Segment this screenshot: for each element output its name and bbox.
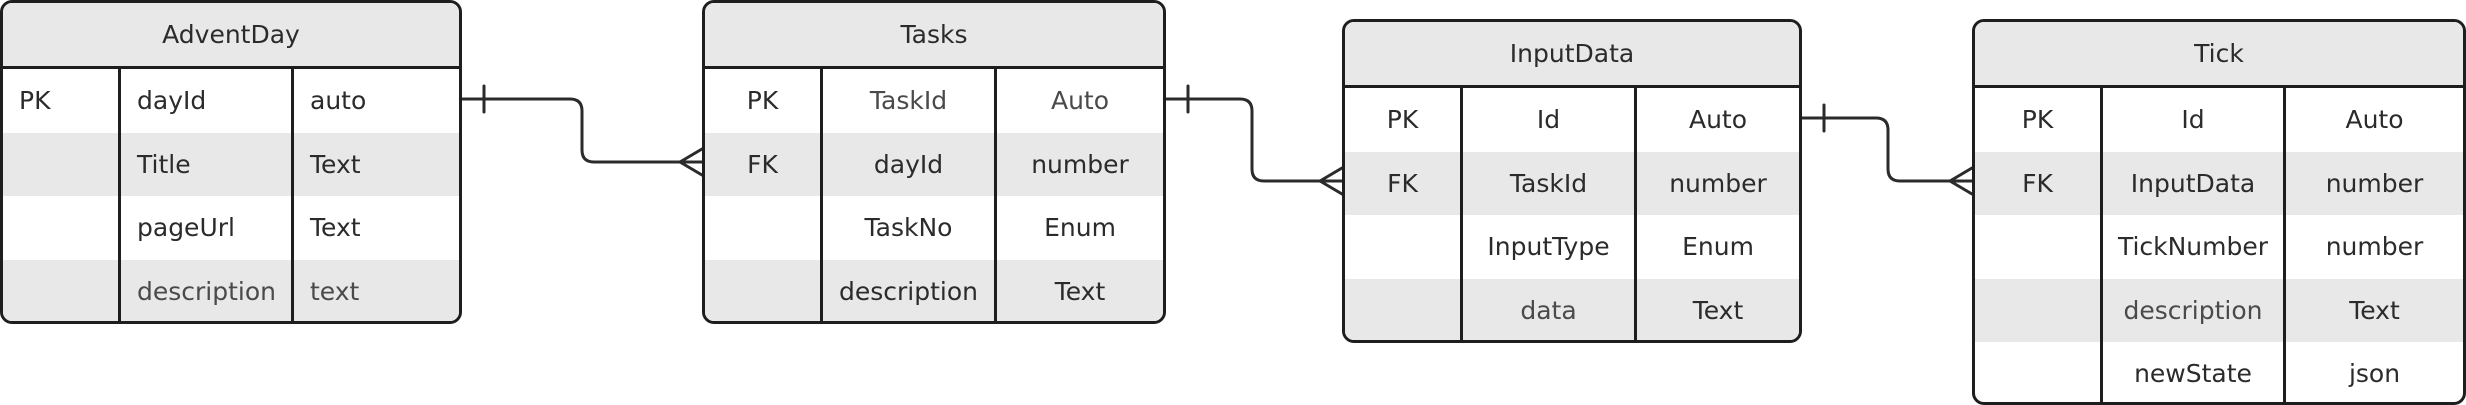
field-cell: newState: [2100, 342, 2283, 402]
key-cell: [3, 133, 118, 197]
field-cell: pageUrl: [118, 196, 291, 260]
type-cell: Text: [994, 259, 1163, 321]
relationship-adventday-tasks: [460, 84, 704, 177]
table-row: PK Id Auto: [1975, 88, 2463, 152]
entity-tasks: Tasks PK TaskId Auto FK dayId number Tas…: [702, 0, 1166, 324]
field-cell: Id: [1460, 88, 1634, 152]
many-marker-top: [678, 147, 704, 164]
entity-adventday: AdventDay PK dayId auto Title Text pageU…: [0, 0, 462, 324]
type-cell: Text: [2283, 278, 2463, 342]
table-row: FK TaskId number: [1345, 151, 1799, 215]
type-cell: number: [994, 132, 1163, 196]
table-row: InputType Enum: [1345, 215, 1799, 279]
key-cell: [1345, 279, 1460, 341]
key-cell: [3, 260, 118, 322]
table-row: TaskNo Enum: [705, 196, 1163, 260]
type-cell: Auto: [994, 69, 1163, 133]
field-cell: TickNumber: [2100, 215, 2283, 279]
field-cell: dayId: [820, 132, 994, 196]
entity-title: AdventDay: [3, 3, 459, 69]
field-cell: InputType: [1460, 215, 1634, 279]
entity-title: InputData: [1345, 22, 1799, 88]
type-cell: number: [2283, 215, 2463, 279]
key-cell: [1345, 215, 1460, 279]
table-row: FK InputData number: [1975, 151, 2463, 215]
type-cell: number: [2283, 151, 2463, 215]
key-cell: [1975, 342, 2100, 402]
entity-title: Tasks: [705, 3, 1163, 69]
field-cell: description: [118, 259, 291, 321]
table-row: FK dayId number: [705, 132, 1163, 196]
table-row: description Text: [705, 259, 1163, 322]
key-cell: [705, 196, 820, 260]
relationship-tasks-inputdata: [1164, 84, 1344, 196]
type-cell: number: [1634, 151, 1799, 215]
type-cell: Enum: [1634, 215, 1799, 279]
many-marker-bottom: [1948, 179, 1974, 196]
type-cell: Enum: [994, 196, 1163, 260]
field-cell: TaskNo: [820, 196, 994, 260]
many-marker-top: [1318, 166, 1344, 183]
relationship-line: [460, 97, 704, 164]
table-row: TickNumber number: [1975, 215, 2463, 279]
key-cell: PK: [1386, 105, 1419, 135]
field-cell: description: [2100, 278, 2283, 342]
field-cell: InputData: [2100, 151, 2283, 215]
many-marker-bottom: [1318, 179, 1344, 196]
table-row: pageUrl Text: [3, 196, 459, 260]
field-cell: Id: [2100, 88, 2283, 152]
key-cell: [1975, 279, 2100, 343]
relationship-line: [1164, 97, 1344, 183]
table-row: description text: [3, 259, 459, 322]
relationship-line: [1800, 116, 1974, 183]
key-cell: [1975, 215, 2100, 279]
key-cell: FK: [747, 149, 778, 179]
type-cell: Text: [1634, 278, 1799, 340]
type-cell: Auto: [2283, 88, 2463, 152]
entity-tick: Tick PK Id Auto FK InputData number Tick…: [1972, 19, 2466, 405]
type-cell: Auto: [1634, 88, 1799, 152]
entity-inputdata: InputData PK Id Auto FK TaskId number In…: [1342, 19, 1802, 343]
type-cell: auto: [291, 69, 459, 133]
key-cell: [3, 196, 118, 260]
type-cell: json: [2283, 342, 2463, 402]
key-cell: PK: [2021, 105, 2054, 135]
type-cell: text: [291, 259, 459, 321]
key-cell: [705, 260, 820, 322]
field-cell: description: [820, 259, 994, 321]
entity-title: Tick: [1975, 22, 2463, 88]
key-cell: FK: [1387, 168, 1418, 198]
type-cell: Text: [291, 132, 459, 196]
table-row: PK dayId auto: [3, 69, 459, 133]
field-cell: Title: [118, 132, 291, 196]
field-cell: dayId: [118, 69, 291, 133]
table-row: data Text: [1345, 278, 1799, 341]
key-cell: PK: [746, 86, 779, 116]
table-row: newState json: [1975, 342, 2463, 402]
type-cell: Text: [291, 196, 459, 260]
relationship-inputdata-tick: [1800, 103, 1974, 196]
field-cell: TaskId: [820, 69, 994, 133]
key-cell: FK: [2022, 168, 2053, 198]
key-cell: PK: [19, 86, 51, 116]
many-marker-bottom: [678, 160, 704, 177]
many-marker-top: [1948, 166, 1974, 183]
field-cell: data: [1460, 278, 1634, 340]
table-row: description Text: [1975, 278, 2463, 343]
table-row: PK TaskId Auto: [705, 69, 1163, 133]
table-row: Title Text: [3, 132, 459, 197]
field-cell: TaskId: [1460, 151, 1634, 215]
table-row: PK Id Auto: [1345, 88, 1799, 152]
